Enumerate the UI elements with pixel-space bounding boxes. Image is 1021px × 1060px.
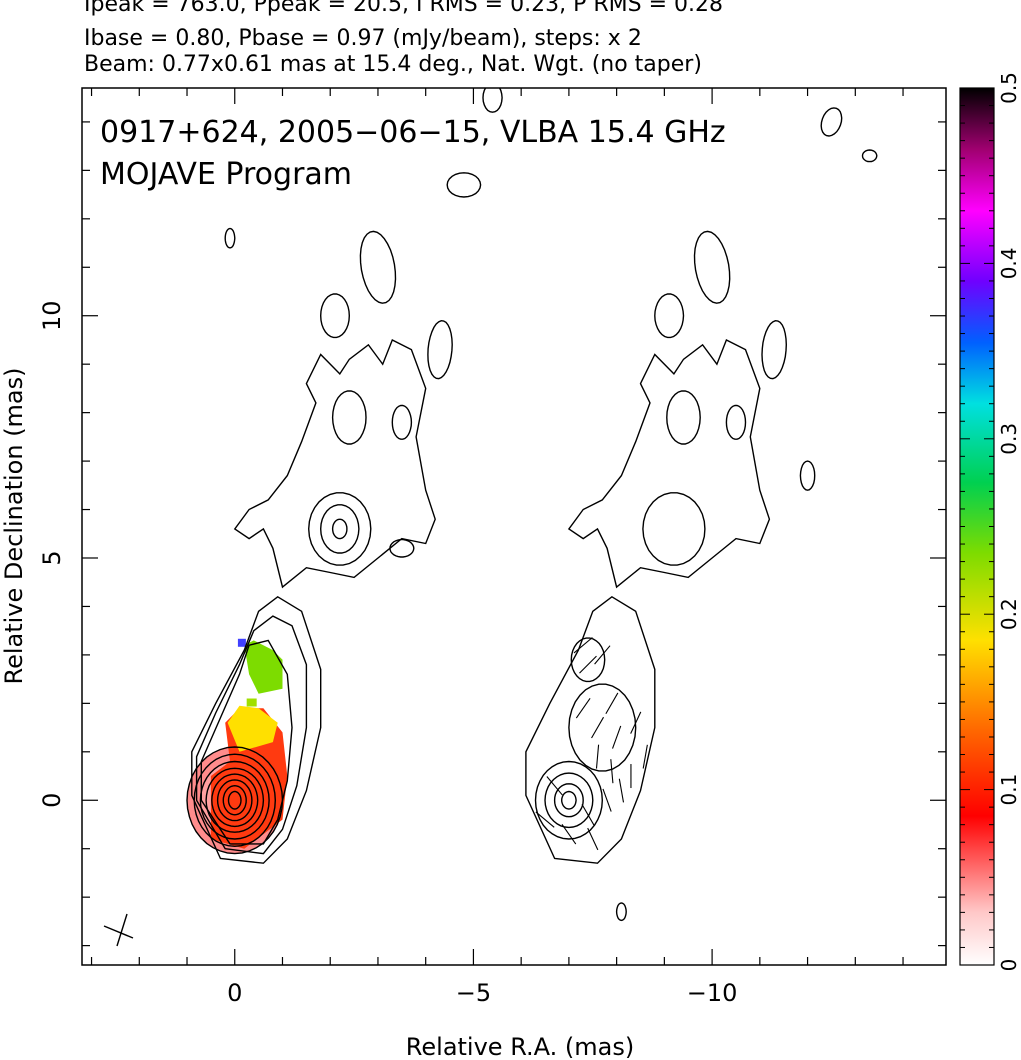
polarized-contour xyxy=(642,492,706,566)
core-contour xyxy=(216,779,253,822)
core-contour xyxy=(222,784,247,816)
colorbar-tick-label: 0.5 xyxy=(997,72,1021,104)
intensity-contour xyxy=(10,246,20,261)
evpa-vector xyxy=(546,776,563,796)
y-ticks: 0 5 10 xyxy=(38,121,946,947)
core-contour xyxy=(193,753,277,848)
pol-fraction-pixel xyxy=(237,638,246,647)
polarized-contour xyxy=(570,637,606,683)
beam-symbol xyxy=(103,913,134,947)
core-contour xyxy=(211,773,259,828)
intensity-contour xyxy=(391,404,413,440)
evpa-vector xyxy=(591,716,605,739)
polarized-core-contour xyxy=(553,783,584,818)
polarized-contour xyxy=(761,319,788,380)
evpa-vector xyxy=(595,744,600,769)
y-tick-label: 0 xyxy=(38,793,66,808)
evpa-vector xyxy=(579,655,597,674)
total-intensity-contours xyxy=(10,227,453,864)
polarized-contour xyxy=(725,404,747,440)
polarized-contour xyxy=(666,390,701,445)
intensity-contour xyxy=(319,504,360,554)
noise-contour xyxy=(482,88,503,113)
y-tick-label: 5 xyxy=(38,550,66,565)
polarized-contour xyxy=(525,595,656,864)
evpa-vector xyxy=(594,645,611,665)
intensity-contour xyxy=(233,339,436,589)
polarized-core-contour xyxy=(544,772,594,829)
intensity-contour xyxy=(224,227,236,249)
pol-fraction-upper-jet xyxy=(244,640,283,694)
polarized-core-contour xyxy=(534,760,604,840)
colorbar-tick-label: 0.3 xyxy=(997,423,1021,455)
evpa-vector xyxy=(602,788,612,812)
evpa-vector xyxy=(561,824,577,845)
core-contour xyxy=(205,767,265,833)
intensity-contour xyxy=(359,230,397,304)
evpa-vector xyxy=(581,804,595,826)
intensity-contour xyxy=(331,518,348,540)
evpa-vectors xyxy=(535,637,648,851)
noise-contour xyxy=(799,460,816,491)
polarization-color-layer xyxy=(187,638,288,854)
evpa-vector xyxy=(573,637,593,654)
chart-subtitle: MOJAVE Program xyxy=(100,157,352,192)
noise-contour xyxy=(615,902,627,922)
colorbar-tick-label: 0.4 xyxy=(997,247,1021,279)
intensity-contour xyxy=(427,319,453,380)
colorbar-tick-label: 0.2 xyxy=(997,598,1021,630)
y-axis-label: Relative Declination (mas) xyxy=(0,367,28,684)
evpa-vector xyxy=(630,711,642,734)
core-contour xyxy=(186,746,284,855)
evpa-vector xyxy=(612,725,622,749)
noise-contour xyxy=(446,172,482,198)
polarized-core-contour xyxy=(560,790,577,810)
y-tick-label: 10 xyxy=(38,300,66,331)
stats-line-3: Beam: 0.77x0.61 mas at 15.4 deg., Nat. W… xyxy=(84,52,702,77)
intensity-contour xyxy=(307,492,372,566)
colorbar-tick-label: 0.1 xyxy=(997,774,1021,806)
evpa-vector xyxy=(605,692,619,715)
polarized-contour xyxy=(568,683,637,772)
intensity-contour xyxy=(331,390,367,445)
pol-fraction-pixel xyxy=(246,698,257,707)
x-axis-label: Relative R.A. (mas) xyxy=(406,1033,634,1060)
stats-line-1: Ipeak = 763.0, Ppeak = 20.5, I RMS = 0.2… xyxy=(84,0,723,17)
polarized-contour xyxy=(693,230,731,304)
core-contour xyxy=(227,790,242,810)
core-contour xyxy=(199,760,270,840)
evpa-vector xyxy=(618,778,625,803)
plot-frame xyxy=(81,87,947,966)
pol-fraction-inner-jet-edge xyxy=(227,705,278,752)
evpa-vector xyxy=(642,744,648,769)
colorbar-ticks: 0 0.1 0.2 0.3 0.4 0.5 xyxy=(960,72,1021,971)
x-tick-label: −10 xyxy=(687,979,738,1007)
x-tick-label: −5 xyxy=(456,979,491,1007)
x-tick-label: 0 xyxy=(227,979,242,1007)
evpa-vector xyxy=(575,698,591,719)
evpa-vector xyxy=(587,827,599,851)
polarized-contour xyxy=(567,339,771,589)
x-ticks: 0 −5 −10 xyxy=(90,88,904,1007)
intensity-contour xyxy=(195,615,308,855)
stats-line-2: Ibase = 0.80, Pbase = 0.97 (mJy/beam), s… xyxy=(84,26,642,51)
evpa-vector xyxy=(610,759,614,784)
colorbar-tick-label: 0 xyxy=(997,959,1021,972)
noise-contour xyxy=(861,149,878,163)
intensity-contour xyxy=(191,595,322,864)
noise-contour xyxy=(820,107,843,137)
evpa-vector xyxy=(535,811,555,828)
colorbar xyxy=(959,87,995,966)
polarized-contour xyxy=(654,293,685,339)
intensity-contour xyxy=(389,538,415,558)
intensity-contour xyxy=(319,293,351,339)
polarized-intensity-contours xyxy=(446,88,878,922)
chart-title: 0917+624, 2005−06−15, VLBA 15.4 GHz xyxy=(100,115,726,150)
